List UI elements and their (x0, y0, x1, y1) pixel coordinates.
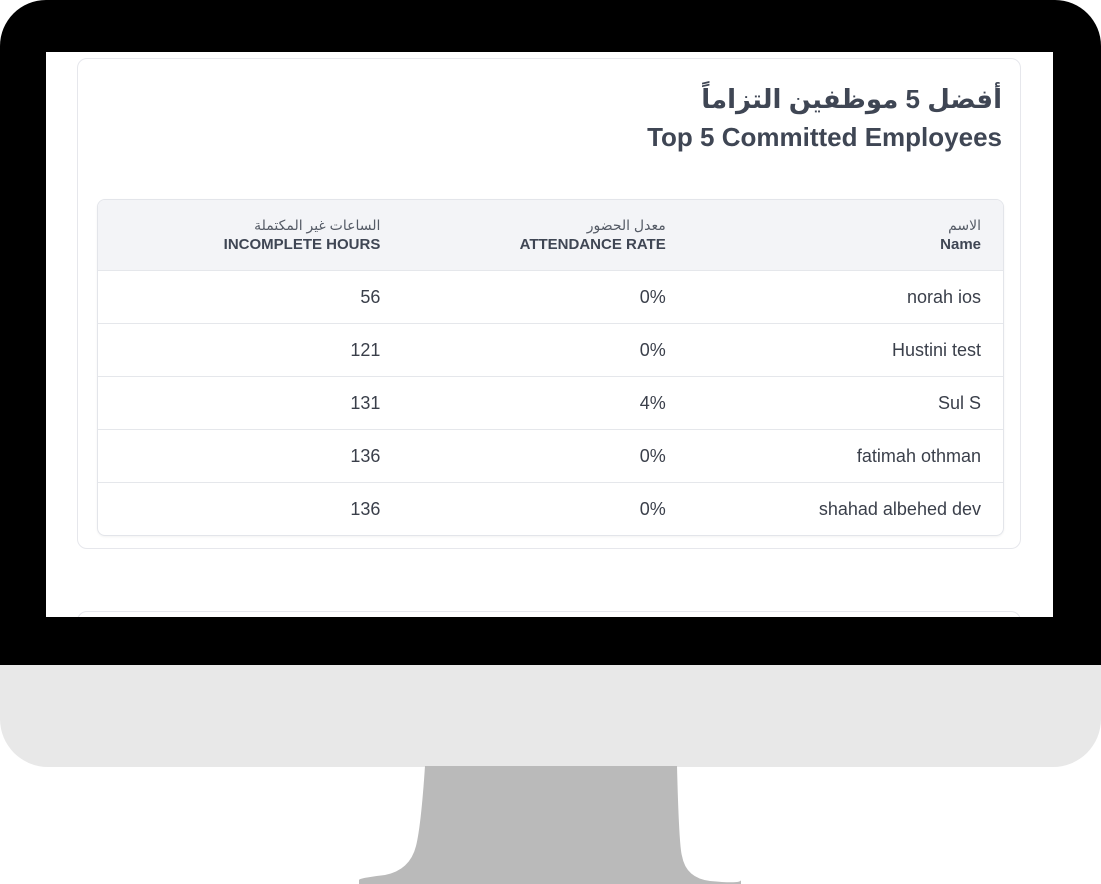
table-row[interactable]: 121 0% Hustini test (98, 323, 1003, 376)
table-row[interactable]: 131 4% Sul S (98, 376, 1003, 429)
attendance-rate-cell: 4% (639, 392, 666, 413)
column-label-en: ATTENDANCE RATE (519, 236, 666, 253)
monitor-chin (0, 665, 1101, 767)
column-label-en: INCOMPLETE HOURS (223, 236, 381, 253)
attendance-rate-cell: 0% (639, 498, 666, 519)
employee-name-cell: Sul S (937, 392, 981, 413)
column-header-name[interactable]: الاسم Name (666, 217, 1003, 253)
column-header-incomplete-hours[interactable]: الساعات غير المكتملة INCOMPLETE HOURS (98, 217, 381, 253)
screen: أفضل 5 موظفين التزاماً Top 5 Committed E… (46, 52, 1053, 617)
employee-name-cell: norah ios (906, 286, 981, 307)
employee-name-cell: shahad albehed dev (818, 498, 981, 519)
attendance-rate-cell: 0% (639, 286, 666, 307)
incomplete-hours-cell: 131 (350, 392, 381, 413)
column-label-ar: الساعات غير المكتملة (254, 217, 381, 233)
employee-name-cell: fatimah othman (856, 445, 981, 466)
next-card (77, 611, 1021, 617)
column-label-ar: الاسم (948, 217, 981, 233)
table-header: الساعات غير المكتملة INCOMPLETE HOURS مع… (98, 200, 1003, 270)
table-row[interactable]: 136 0% shahad albehed dev (98, 482, 1003, 535)
title-english: Top 5 Committed Employees (647, 122, 1002, 152)
title-arabic: أفضل 5 موظفين التزاماً (701, 84, 1002, 114)
monitor-stand (359, 766, 741, 884)
incomplete-hours-cell: 121 (350, 339, 381, 360)
incomplete-hours-cell: 136 (350, 445, 381, 466)
attendance-rate-cell: 0% (639, 445, 666, 466)
column-label-ar: معدل الحضور (586, 217, 666, 233)
column-label-en: Name (940, 236, 981, 253)
attendance-rate-cell: 0% (639, 339, 666, 360)
incomplete-hours-cell: 136 (350, 498, 381, 519)
table-row[interactable]: 56 0% norah ios (98, 270, 1003, 323)
employees-table: الساعات غير المكتملة INCOMPLETE HOURS مع… (97, 199, 1004, 536)
column-header-attendance-rate[interactable]: معدل الحضور ATTENDANCE RATE (380, 217, 666, 253)
top-employees-card: أفضل 5 موظفين التزاماً Top 5 Committed E… (77, 58, 1021, 549)
incomplete-hours-cell: 56 (360, 286, 381, 307)
employee-name-cell: Hustini test (891, 339, 981, 360)
table-row[interactable]: 136 0% fatimah othman (98, 429, 1003, 482)
card-title: أفضل 5 موظفين التزاماً Top 5 Committed E… (647, 81, 1002, 157)
